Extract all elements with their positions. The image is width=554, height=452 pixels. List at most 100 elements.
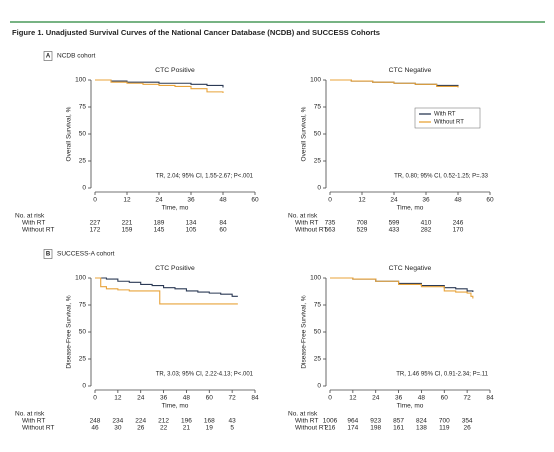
y-tick-label: 75	[79, 302, 87, 309]
section-letter: A	[46, 54, 51, 60]
x-tick-label: 48	[219, 197, 227, 204]
risk-count: 60	[219, 227, 227, 234]
x-tick-label: 60	[486, 197, 494, 204]
survival-curve	[95, 277, 238, 305]
x-tick-label: 12	[123, 197, 131, 204]
x-tick-label: 84	[251, 395, 259, 402]
risk-count: 159	[122, 227, 133, 234]
risk-title: No. at risk	[288, 411, 318, 418]
risk-count: 174	[347, 425, 358, 432]
risk-count: 138	[416, 425, 427, 432]
x-tick-label: 48	[418, 395, 426, 402]
x-tick-label: 12	[349, 395, 357, 402]
x-tick-label: 60	[206, 395, 214, 402]
x-tick-label: 0	[328, 197, 332, 204]
x-tick-label: 0	[93, 395, 97, 402]
y-tick-label: 100	[75, 275, 86, 282]
x-tick-label: 0	[93, 197, 97, 204]
risk-count: 410	[421, 220, 432, 227]
risk-count: 46	[91, 425, 99, 432]
x-tick-label: 0	[328, 395, 332, 402]
x-tick-label: 48	[183, 395, 191, 402]
x-tick-label: 36	[187, 197, 195, 204]
survival-curve	[95, 277, 238, 297]
risk-count: 145	[154, 227, 165, 234]
y-tick-label: 0	[317, 185, 321, 192]
risk-count: 134	[186, 220, 197, 227]
risk-row-label: Without RT	[295, 227, 327, 234]
annotation: TR, 0.80; 95% CI, 0.52-1.25; P=.33	[394, 174, 489, 180]
risk-count: 168	[204, 418, 215, 425]
risk-count: 234	[112, 418, 123, 425]
risk-count: 221	[122, 220, 133, 227]
y-tick-label: 75	[314, 104, 322, 111]
y-tick-label: 100	[310, 275, 321, 282]
risk-row-label: With RT	[295, 220, 318, 227]
section-letter-box	[43, 249, 53, 259]
legend-box	[414, 107, 481, 129]
y-axis-label: Disease-Free Survival, %	[66, 295, 73, 369]
risk-count: 227	[90, 220, 101, 227]
y-tick-label: 0	[317, 383, 321, 390]
risk-count: 161	[393, 425, 404, 432]
figure-title: Figure 1. Unadjusted Survival Curves of …	[12, 28, 380, 37]
survival-curve	[95, 79, 224, 93]
y-tick-label: 0	[82, 185, 86, 192]
section-letter: B	[46, 252, 51, 258]
x-tick-label: 36	[395, 395, 403, 402]
risk-title: No. at risk	[15, 411, 45, 418]
risk-count: 216	[325, 425, 336, 432]
risk-count: 964	[347, 418, 358, 425]
risk-row-label: With RT	[22, 220, 45, 227]
risk-count: 26	[137, 425, 145, 432]
risk-count: 84	[219, 220, 227, 227]
y-tick-label: 75	[314, 302, 322, 309]
chart-title: CTC Positive	[155, 265, 195, 272]
risk-row-label: Without RT	[22, 425, 54, 432]
risk-count: 282	[421, 227, 432, 234]
risk-count: 189	[154, 220, 165, 227]
risk-count: 21	[183, 425, 191, 432]
risk-count: 857	[393, 418, 404, 425]
survival-curve	[95, 79, 224, 88]
annotation: TR, 3.03; 95% CI, 2.22-4.13; P<.001	[156, 372, 254, 378]
legend-label: With RT	[434, 112, 456, 118]
x-tick-label: 60	[251, 197, 259, 204]
x-tick-label: 72	[464, 395, 472, 402]
y-axis-label: Overall Survival, %	[66, 106, 73, 161]
risk-row-label: With RT	[295, 418, 318, 425]
x-tick-label: 36	[422, 197, 430, 204]
chart-title: CTC Positive	[155, 67, 195, 74]
risk-row-label: With RT	[22, 418, 45, 425]
risk-count: 105	[186, 227, 197, 234]
y-tick-label: 100	[310, 77, 321, 84]
risk-count: 824	[416, 418, 427, 425]
risk-count: 19	[206, 425, 214, 432]
risk-count: 198	[370, 425, 381, 432]
x-tick-label: 48	[454, 197, 462, 204]
section-label: NCDB cohort	[57, 53, 95, 60]
risk-count: 248	[90, 418, 101, 425]
chart-title: CTC Negative	[389, 67, 432, 74]
risk-count: 708	[357, 220, 368, 227]
risk-count: 26	[464, 425, 472, 432]
risk-count: 170	[453, 227, 464, 234]
y-tick-label: 25	[314, 158, 322, 165]
x-axis-label: Time, mo	[162, 403, 189, 410]
risk-count: 354	[462, 418, 473, 425]
annotation: TR, 2.04; 95% CI, 1.55-2.67; P<.001	[156, 174, 254, 180]
y-tick-label: 100	[75, 77, 86, 84]
risk-count: 923	[370, 418, 381, 425]
section-label: SUCCESS-A cohort	[57, 251, 115, 258]
risk-count: 172	[90, 227, 101, 234]
y-tick-label: 25	[314, 356, 322, 363]
risk-count: 5	[230, 425, 234, 432]
y-tick-label: 25	[79, 356, 87, 363]
risk-count: 1006	[323, 418, 338, 425]
section-letter-box	[43, 51, 53, 61]
risk-title: No. at risk	[288, 213, 318, 220]
x-tick-label: 72	[229, 395, 237, 402]
x-tick-label: 24	[390, 197, 398, 204]
risk-count: 246	[453, 220, 464, 227]
